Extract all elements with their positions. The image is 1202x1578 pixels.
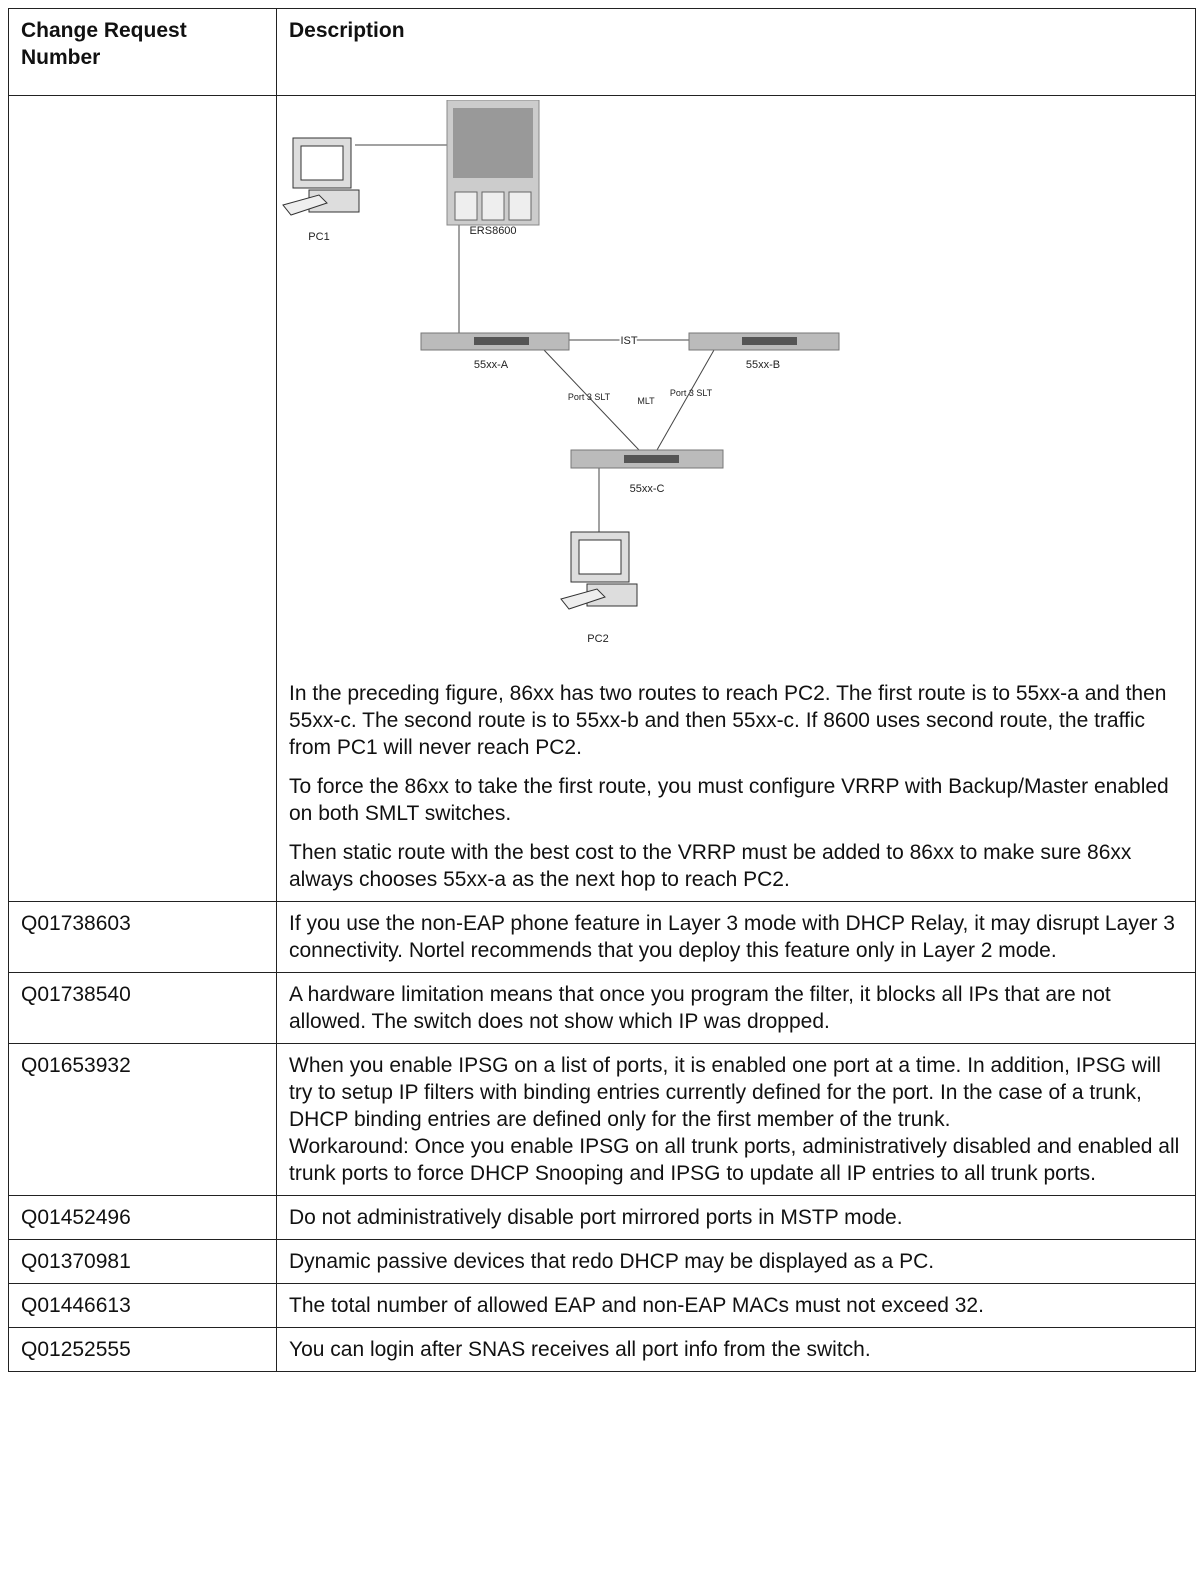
paragraph: In the preceding figure, 86xx has two ro… <box>289 682 1167 759</box>
row: Q01738603 If you use the non-EAP phone fe… <box>8 901 1196 973</box>
number-cell: Q01252555 <box>8 1327 277 1372</box>
description-cell: You can login after SNAS receives all po… <box>276 1327 1196 1372</box>
header-cell: Change Request Number <box>8 8 277 96</box>
text-line: When you enable IPSG on a list of ports,… <box>289 1054 1161 1131</box>
row: Q01653932 When you enable IPSG on a list … <box>8 1043 1196 1196</box>
number-cell: Q01370981 <box>8 1239 277 1284</box>
description-cell: Do not administratively disable port mir… <box>276 1195 1196 1240</box>
figure-label: MLT <box>637 396 655 406</box>
figure-label: IST <box>620 335 637 347</box>
header-row: Change Request Number Description <box>8 8 1196 96</box>
change-table: Change Request Number Description <box>8 8 1196 1372</box>
text-line: Dynamic passive devices that redo DHCP m… <box>289 1250 935 1273</box>
pc-icon <box>560 531 638 610</box>
number-cell: Q01738540 <box>8 972 277 1044</box>
switch <box>420 332 840 469</box>
number-cell: Q01738603 <box>8 901 277 973</box>
number-cell <box>8 95 277 902</box>
figure-label: 55xx-C <box>630 483 665 495</box>
chassis <box>446 100 540 226</box>
description-cell: The total number of allowed EAP and non-… <box>276 1283 1196 1328</box>
number-cell: Q01446613 <box>8 1283 277 1328</box>
pc-icon <box>282 137 360 216</box>
figure-label: PC2 <box>587 633 608 645</box>
figure-label: 55xx-A <box>474 359 509 371</box>
number-cell: Q01653932 <box>8 1043 277 1196</box>
description-cell: A hardware limitation means that once yo… <box>276 972 1196 1044</box>
row: Q01452496 Do not administratively disable… <box>8 1195 1196 1240</box>
row: Q01252555 You can login after SNAS receiv… <box>8 1327 1196 1372</box>
text-line: A hardware limitation means that once yo… <box>289 983 1111 1033</box>
network-figure: ERS8600 PC1 55xx-A IST <box>282 100 840 645</box>
figure-label: ERS8600 <box>469 225 516 237</box>
paragraph: Then static route with the best cost to … <box>289 841 1132 891</box>
figure-label: Port 3 SLT <box>670 388 713 398</box>
text-line: You can login after SNAS receives all po… <box>289 1338 871 1361</box>
row: Q01738540 A hardware limitation means tha… <box>8 972 1196 1044</box>
figure-label: 55xx-B <box>746 359 780 371</box>
row: Q01370981 Dynamic passive devices that re… <box>8 1239 1196 1284</box>
description-cell: ERS8600 PC1 55xx-A IST <box>276 95 1196 902</box>
row: Q01446613 The total number of allowed EAP… <box>8 1283 1196 1328</box>
header-cell: Description <box>276 8 1196 96</box>
row: ERS8600 PC1 55xx-A IST <box>8 95 1196 902</box>
figure-label: Port 3 SLT <box>568 392 611 402</box>
description-cell: Dynamic passive devices that redo DHCP m… <box>276 1239 1196 1284</box>
figure-label: PC1 <box>308 231 329 243</box>
description-cell: If you use the non-EAP phone feature in … <box>276 901 1196 973</box>
description-cell: When you enable IPSG on a list of ports,… <box>276 1043 1196 1196</box>
text-line: If you use the non-EAP phone feature in … <box>289 912 1175 962</box>
text-line: Do not administratively disable port mir… <box>289 1206 903 1229</box>
text-line: The total number of allowed EAP and non-… <box>289 1294 984 1317</box>
text-line: Workaround: Once you enable IPSG on all … <box>289 1135 1180 1185</box>
paragraph: To force the 86xx to take the first rout… <box>289 775 1169 825</box>
number-cell: Q01452496 <box>8 1195 277 1240</box>
